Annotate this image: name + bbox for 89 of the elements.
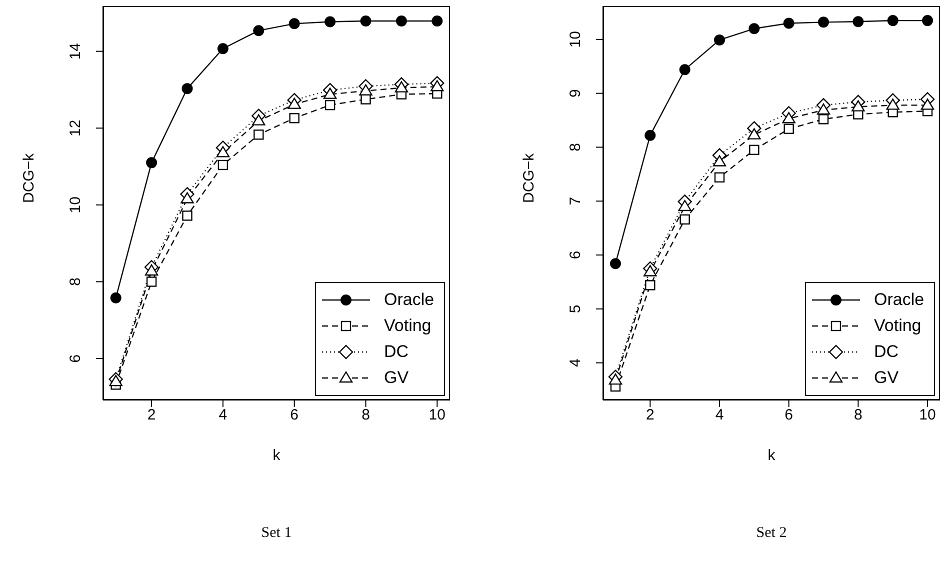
point <box>394 81 408 92</box>
x-tick-label: 10 <box>919 406 936 424</box>
x-tick-label: 4 <box>715 406 724 424</box>
y-axis-title: DCG−k <box>520 152 538 203</box>
point <box>608 373 622 385</box>
y-tick-label: 6 <box>567 250 584 260</box>
point <box>254 130 264 140</box>
legend-label: DC <box>874 342 899 362</box>
point <box>644 265 657 276</box>
point <box>610 258 621 270</box>
point <box>748 128 761 140</box>
point <box>360 15 372 26</box>
y-tick-label: 7 <box>567 196 584 206</box>
point <box>182 210 192 221</box>
x-tick-label: 6 <box>784 406 794 424</box>
point <box>852 16 864 28</box>
point <box>430 80 444 92</box>
point <box>784 124 794 134</box>
x-tick-label: 2 <box>147 406 156 424</box>
point <box>886 98 900 110</box>
point <box>818 114 829 124</box>
legend-label: Voting <box>384 316 432 336</box>
y-tick-label: 10 <box>67 196 84 214</box>
point <box>324 100 336 110</box>
point <box>680 214 690 225</box>
point <box>645 280 656 290</box>
point <box>679 64 690 76</box>
point <box>216 146 230 158</box>
x-tick-label: 8 <box>362 406 370 424</box>
point <box>146 276 157 287</box>
point <box>288 98 301 109</box>
y-tick-label: 4 <box>567 358 584 367</box>
x-tick-label: 6 <box>290 406 299 424</box>
x-tick-label: 10 <box>428 406 446 424</box>
y-tick-label: 8 <box>67 278 84 286</box>
point <box>816 103 830 115</box>
point <box>920 98 934 110</box>
point <box>748 23 760 34</box>
point <box>324 16 336 28</box>
point <box>714 172 725 182</box>
y-tick-label: 9 <box>567 89 584 98</box>
legend-label: DC <box>384 342 409 362</box>
x-axis-title: k <box>768 447 776 464</box>
point <box>749 144 760 156</box>
point <box>109 374 122 386</box>
x-tick-label: 8 <box>854 406 862 424</box>
legend-label: Voting <box>874 316 922 336</box>
point <box>887 15 898 26</box>
point <box>922 15 934 26</box>
legend-label: Oracle <box>874 290 924 310</box>
point <box>146 157 158 168</box>
y-tick-label: 8 <box>567 143 584 152</box>
point <box>144 264 158 276</box>
point <box>288 18 300 30</box>
y-tick-label: 5 <box>567 304 584 314</box>
point <box>783 18 794 29</box>
point <box>217 43 228 54</box>
point <box>678 200 692 212</box>
point <box>432 15 443 26</box>
legend-label: GV <box>384 368 409 388</box>
y-tick-label: 6 <box>67 354 84 363</box>
point <box>782 112 796 124</box>
point <box>852 100 865 112</box>
point <box>818 16 830 28</box>
x-tick-label: 4 <box>218 406 228 424</box>
x-tick-label: 2 <box>646 406 654 424</box>
point <box>644 130 656 141</box>
text: Set 1 <box>260 525 293 542</box>
x-axis-title: k <box>272 447 281 464</box>
text: Set 2 <box>755 525 788 542</box>
point <box>712 155 726 166</box>
point <box>323 88 337 99</box>
point <box>182 83 193 94</box>
point <box>180 192 194 204</box>
point <box>289 113 300 124</box>
point <box>252 114 266 126</box>
point <box>110 292 122 304</box>
legend-label: GV <box>874 368 899 388</box>
point <box>218 160 228 170</box>
y-tick-label: 14 <box>67 42 84 60</box>
point <box>396 15 407 26</box>
y-tick-label: 10 <box>567 31 584 48</box>
y-tick-label: 12 <box>67 120 84 136</box>
point <box>714 34 725 46</box>
legend-label: Oracle <box>384 290 434 310</box>
y-axis-title: DCG−k <box>20 152 38 203</box>
point <box>359 84 372 96</box>
point <box>253 25 264 36</box>
point <box>360 94 371 104</box>
